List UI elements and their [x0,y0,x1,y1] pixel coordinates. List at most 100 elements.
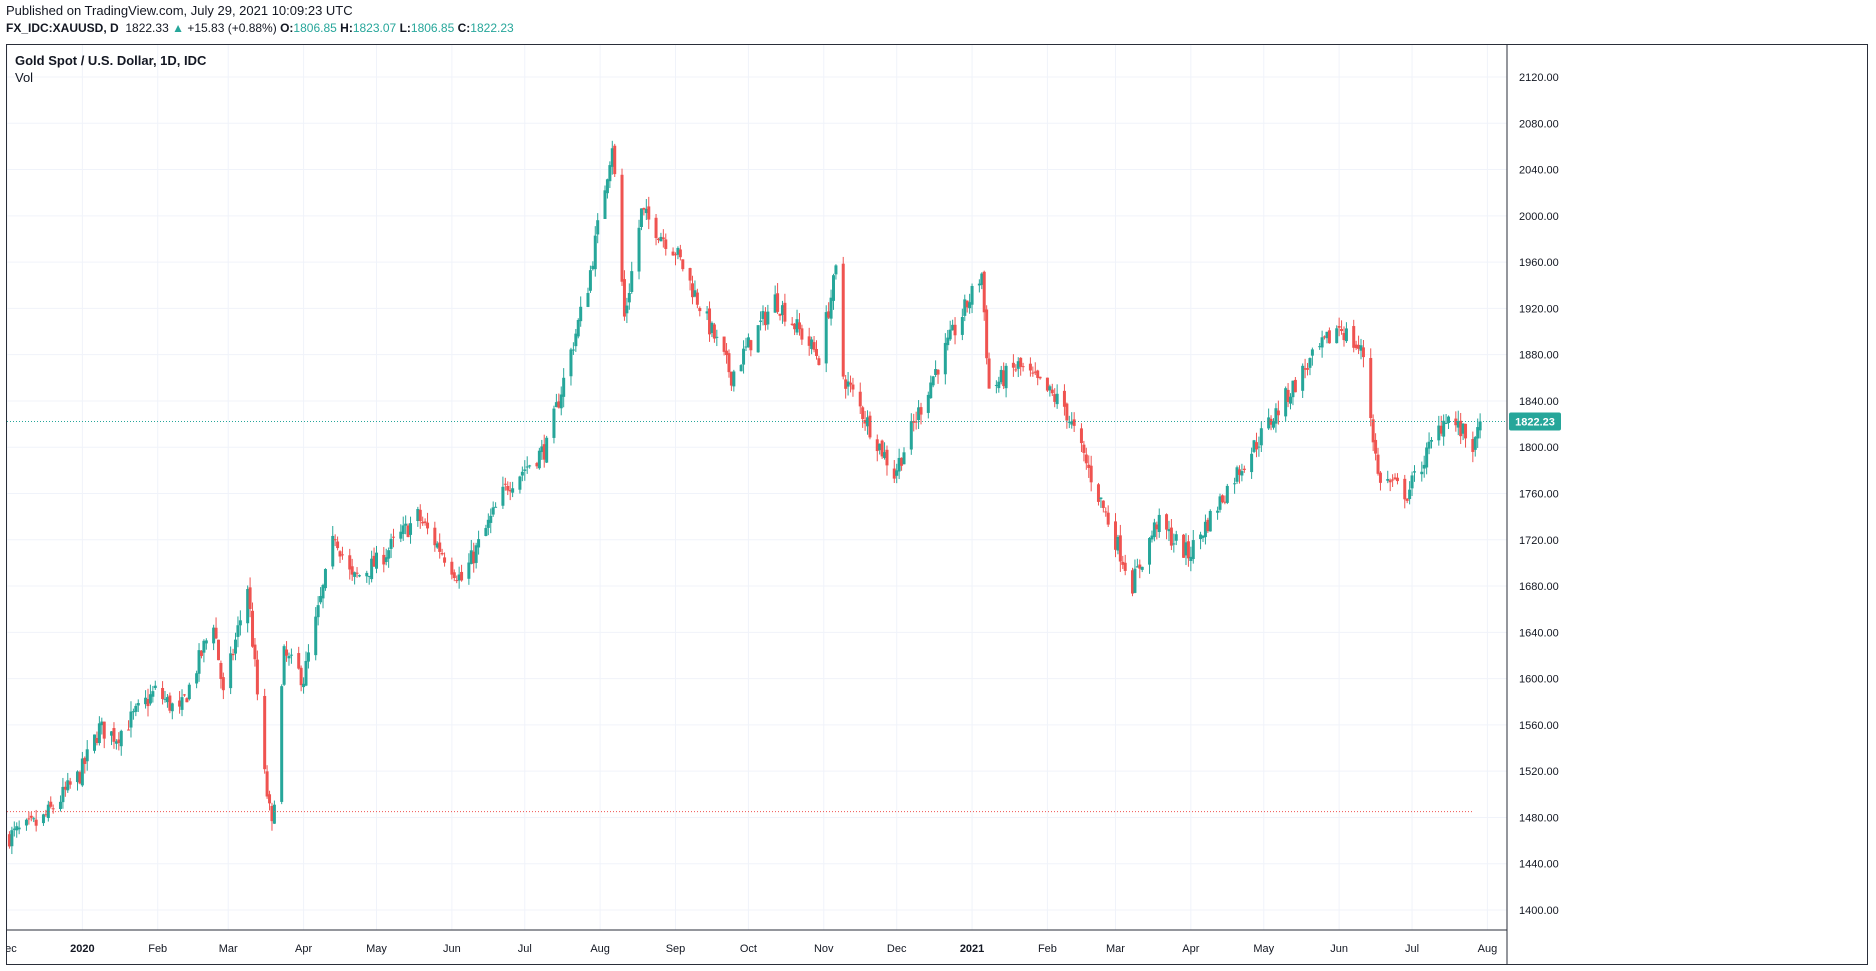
candle-up [46,804,50,818]
candle-down [199,650,203,656]
x-tick-label: 2021 [960,943,984,955]
candle-down [1062,390,1066,407]
y-tick-label: 2040.00 [1519,165,1559,177]
candle-up [1070,421,1074,425]
candle-down [1293,379,1297,393]
candle-up [569,349,573,377]
candle-down [1374,439,1378,454]
high-value: 1823.07 [352,21,397,35]
candle-up [41,814,45,824]
candle-down [797,322,801,330]
candle-up [943,342,947,375]
candle-down [1131,570,1135,594]
candle-down [727,353,731,373]
candle-down [423,521,427,524]
candle-down [1454,418,1458,426]
candle-down [936,369,940,375]
candle-down [297,653,301,669]
candle-up [523,469,527,471]
y-tick-label: 1680.00 [1519,581,1559,593]
candle-up [997,381,1001,389]
candle-down [1327,330,1331,344]
candle-down [763,312,767,326]
candle-down [1337,326,1341,328]
candle-up [304,660,308,686]
candle-down [1031,372,1035,374]
candle-up [970,285,974,305]
candle-up [234,639,238,654]
candle-up [404,523,408,526]
chart-frame[interactable]: 1400.00 1440.00 1480.00 1520.00 1560.00 1600.… [6,44,1868,965]
candle-up [759,320,763,322]
candle-down [270,806,274,822]
grid-lines [7,45,1507,930]
candle-down [1084,454,1088,464]
candle-up [934,369,938,375]
candle-down [506,486,510,491]
candle-up [282,646,286,685]
candle-down [1072,419,1076,426]
candle-up [761,311,765,319]
y-tick-label: 1640.00 [1519,627,1559,639]
x-tick-label: Feb [148,943,167,955]
candle-down [656,238,660,241]
candle-down [712,324,716,339]
candle-up [93,734,97,751]
candle-down [1050,389,1054,394]
candle-down [392,536,396,538]
candle-up [537,450,541,469]
candle-down [827,311,831,318]
candle-down [78,772,82,784]
candle-up [486,519,490,528]
candle-up [909,421,913,450]
candle-up [467,562,471,579]
y-tick-label: 1400.00 [1519,905,1559,917]
candle-up [24,819,28,826]
candle-up [1359,345,1363,351]
candle-up [435,543,439,548]
candle-up [85,749,89,762]
candle-down [1352,326,1356,348]
candle-up [148,694,152,704]
candle-up [639,208,643,228]
x-tick-label: Feb [1038,943,1057,955]
open-label: O: [280,21,294,35]
candle-down [1395,477,1399,482]
candle-up [66,780,70,791]
candle-up [545,437,549,463]
low-label: L: [399,21,411,35]
candle-up [829,297,833,319]
y-tick-label: 2000.00 [1519,211,1559,223]
price-chart[interactable]: 1400.00 1440.00 1480.00 1520.00 1560.00 1600.… [7,45,1867,964]
candle-up [374,552,378,569]
candle-up [1320,337,1324,348]
candle-up [1410,475,1414,489]
candle-up [780,305,784,315]
candle-down [95,737,99,743]
candle-up [1208,510,1212,532]
symbol-label: FX_IDC:XAUUSD, D [6,21,119,35]
candle-up [357,575,361,577]
candle-up [10,830,14,847]
x-axis-labels: Dec 2020 Feb Mar Apr May Jun Jul Aug Sep Oct Nov Dec… [7,943,1497,955]
candle-down [1254,442,1258,450]
candle-up [562,377,566,397]
candle-down [421,521,425,524]
candle-down [688,268,692,281]
candle-down [340,554,344,556]
candle-up [1174,534,1178,541]
candle-down [382,554,386,565]
candle-down [1123,562,1127,571]
candle-up [1456,421,1460,428]
candle-up [1447,416,1451,423]
candle-down [253,644,257,660]
candle-up [810,339,814,349]
candle-up [238,620,242,626]
candle-down [622,279,626,317]
candle-up [591,265,595,270]
candle-down [1376,454,1380,474]
candle-up [1408,489,1412,500]
candle-down [231,654,235,656]
candle-up [75,771,79,783]
candle-up [951,324,955,331]
